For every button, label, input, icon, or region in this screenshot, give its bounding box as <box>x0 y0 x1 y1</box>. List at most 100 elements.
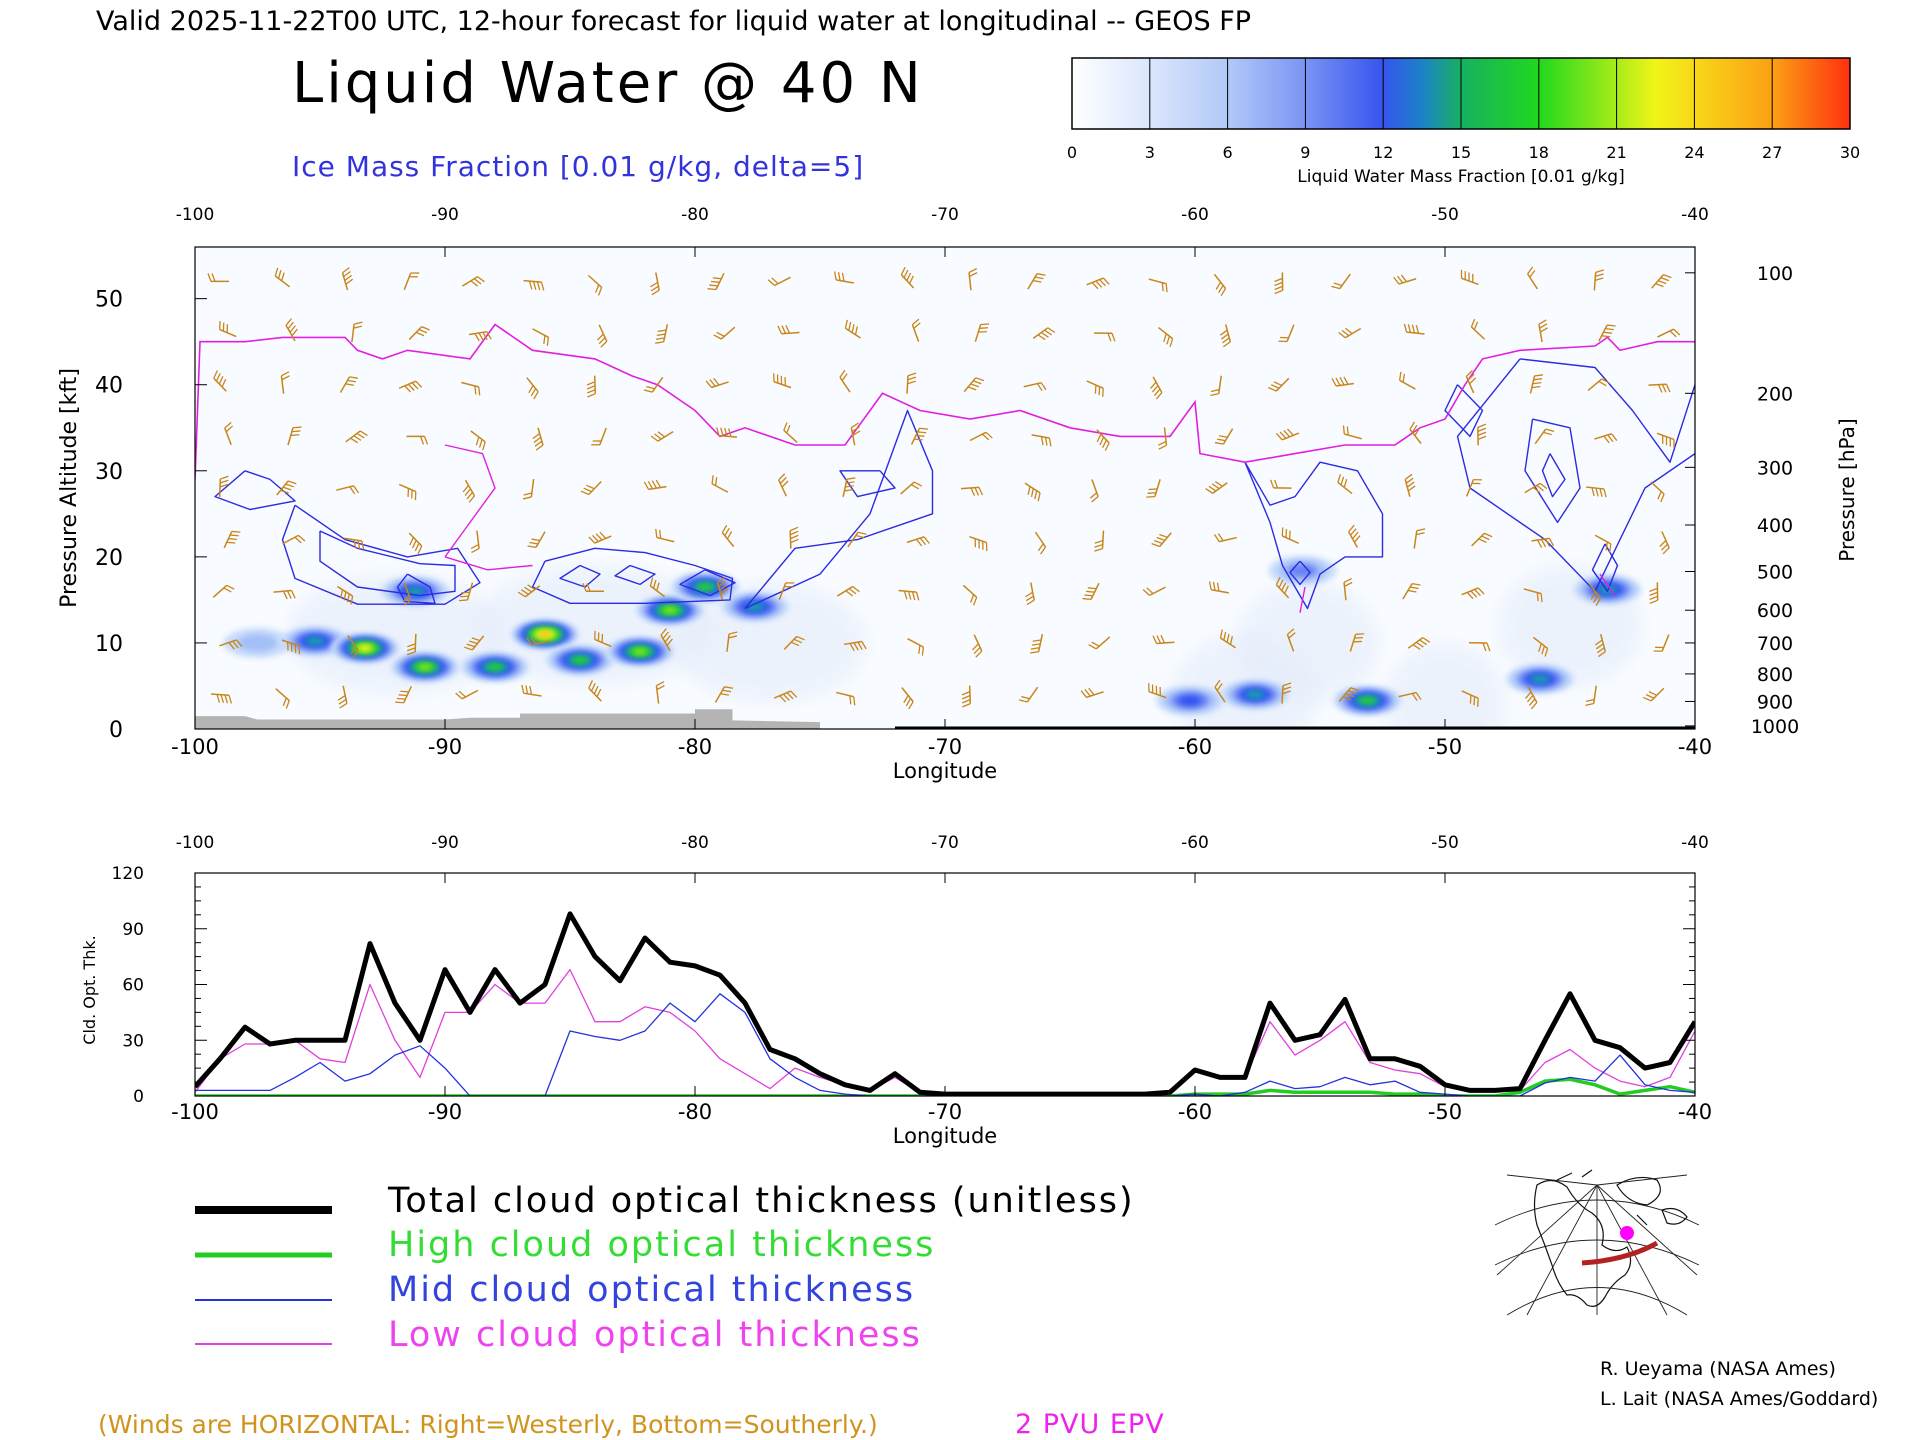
wind-barb <box>275 688 290 709</box>
wind-barb <box>1342 425 1362 440</box>
colorbar-tick-label: 6 <box>1223 143 1233 162</box>
wind-barb <box>783 422 798 443</box>
bottom-x-tick-label: -60 <box>1178 1100 1212 1124</box>
wind-barb <box>1594 433 1618 444</box>
ice-contour <box>1541 453 1566 498</box>
liquid-blob <box>546 645 614 676</box>
wind-barb <box>1146 479 1161 498</box>
bottom-y-tick-label: 0 <box>133 1087 144 1107</box>
pressure-tick-label: 500 <box>1757 561 1793 583</box>
wind-barb <box>461 275 485 287</box>
epv-contour <box>1299 586 1306 613</box>
ice-contour <box>531 547 734 604</box>
wind-barb <box>1158 427 1168 450</box>
ice-contour <box>396 573 436 604</box>
wind-barb <box>1205 480 1228 494</box>
bottom-x-tick-label: -100 <box>171 1100 219 1124</box>
wind-barb <box>218 475 229 498</box>
liquid-blob <box>461 652 529 683</box>
bottom-x-tick-label-upper: -100 <box>176 833 215 853</box>
wind-barb <box>900 481 923 495</box>
wind-barb <box>582 583 604 593</box>
wind-barb <box>1214 428 1234 445</box>
wind-barb <box>1460 269 1479 286</box>
epv-contour <box>444 444 496 558</box>
wind-barb <box>1337 474 1353 495</box>
map-point <box>1620 1226 1634 1240</box>
bottom-x-tick-label: -70 <box>928 1100 962 1124</box>
liquid-haze <box>674 582 866 703</box>
wind-barb <box>213 370 227 392</box>
colorbar: 0 3 6 9 12 15 18 21 24 27 30 Liquid Water Mass Fra… <box>1067 57 1860 187</box>
wind-barb <box>470 530 480 554</box>
wind-barb <box>470 430 486 451</box>
ice-contour <box>1524 418 1581 524</box>
wind-barb <box>1024 482 1041 502</box>
wind-barb <box>219 321 237 338</box>
colorbar-tick-label: 15 <box>1451 143 1471 162</box>
wind-barb <box>1210 375 1222 397</box>
wind-barb <box>1152 634 1175 645</box>
top-y-tick-label: 30 <box>95 460 123 485</box>
top-x-tick-label: -40 <box>1678 735 1712 759</box>
wind-barb <box>1086 380 1104 397</box>
wind-barb <box>655 324 669 344</box>
bottom-x-axis-label: Longitude <box>893 1124 997 1148</box>
wind-barb <box>274 267 291 288</box>
wind-barb <box>1082 582 1100 601</box>
wind-barb <box>1465 479 1482 497</box>
ice-contour <box>1591 543 1619 592</box>
wind-barb <box>1402 582 1421 600</box>
wind-barb <box>1268 377 1290 392</box>
wind-barb <box>660 628 673 652</box>
top-x-tick-label: -50 <box>1428 735 1462 759</box>
top-y-tick-label: 40 <box>95 374 123 399</box>
liquid-blob <box>721 591 789 622</box>
wind-barb <box>458 582 474 602</box>
wind-barb <box>705 377 729 389</box>
epv-contour <box>444 556 533 571</box>
wind-barb <box>532 427 544 451</box>
wind-barb <box>1403 323 1425 335</box>
colorbar-tick-label: 9 <box>1300 143 1310 162</box>
wind-barb <box>1409 421 1422 444</box>
wind-barb <box>1598 324 1616 342</box>
wind-barb <box>1157 326 1174 347</box>
pressure-tick-label: 200 <box>1757 383 1793 405</box>
top-x-tick-label: -70 <box>928 735 962 759</box>
wind-barb <box>1034 531 1047 555</box>
wind-barb <box>716 577 729 601</box>
wind-barb <box>1413 528 1426 549</box>
credit-line-2: L. Lait (NASA Ames/Goddard) <box>1600 1388 1878 1410</box>
top-y-tick-label: 50 <box>95 288 123 313</box>
liquid-blob <box>1333 685 1402 716</box>
top-x-axis-label: Longitude <box>893 759 997 783</box>
credit-line-1: R. Ueyama (NASA Ames) <box>1600 1358 1836 1380</box>
wind-barb <box>707 272 725 291</box>
bottom-y-tick-label: 120 <box>112 864 144 884</box>
wind-barb <box>1477 423 1487 446</box>
wind-barb <box>1585 685 1597 707</box>
top-y-tick-label: 10 <box>95 632 123 657</box>
wind-barb <box>1532 636 1549 657</box>
bottom-x-tick-label-upper: -40 <box>1681 833 1709 853</box>
wind-barb <box>285 318 298 342</box>
wind-barb <box>1286 628 1296 652</box>
wind-barb <box>406 435 429 445</box>
wind-barb <box>586 375 597 398</box>
wind-barb <box>455 689 479 700</box>
wind-barb <box>1526 266 1539 290</box>
wind-barb <box>403 272 420 291</box>
wind-barb <box>1150 376 1163 400</box>
wind-barb <box>1208 581 1229 594</box>
wind-barb <box>773 690 798 703</box>
wind-barb <box>907 638 925 656</box>
wind-barb <box>1651 273 1672 289</box>
wind-barb <box>212 584 235 598</box>
wind-barb <box>655 528 675 543</box>
wind-barb <box>1213 273 1227 297</box>
wind-barb <box>461 381 481 396</box>
wind-barb <box>974 323 990 342</box>
wind-barb <box>351 321 363 343</box>
liquid-haze <box>1385 643 1505 729</box>
